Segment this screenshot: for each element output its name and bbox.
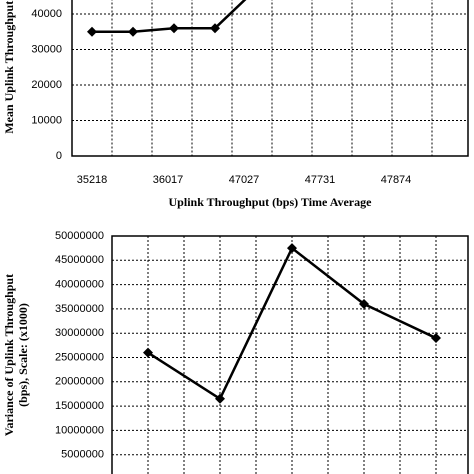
marker bbox=[287, 243, 297, 254]
marker bbox=[87, 26, 97, 37]
y-tick-label: 0 bbox=[56, 150, 62, 162]
plot-frame bbox=[71, 0, 469, 157]
x-tick-label: 47027 bbox=[229, 174, 260, 186]
marker bbox=[128, 26, 138, 37]
y-tick-label: 45000000 bbox=[55, 254, 104, 266]
marker bbox=[169, 23, 179, 34]
marker bbox=[359, 299, 369, 310]
plot-frame bbox=[111, 235, 469, 474]
y-axis-title: (bps), Scale: (x1000) bbox=[16, 303, 30, 407]
y-tick-label: 10000 bbox=[31, 114, 62, 126]
x-axis-title: Uplink Throughput (bps) Time Average bbox=[169, 195, 373, 209]
x-tick-label: 36017 bbox=[153, 174, 184, 186]
chart-top bbox=[71, 0, 469, 157]
y-tick-label: 5000000 bbox=[61, 449, 104, 461]
x-tick-label: 47874 bbox=[381, 174, 412, 186]
y-tick-label: 30000000 bbox=[55, 327, 104, 339]
y-tick-label: 40000 bbox=[31, 8, 62, 20]
x-tick-label: 35218 bbox=[77, 174, 108, 186]
y-axis-title: Variance of Uplink Throughput bbox=[2, 274, 16, 436]
marker bbox=[431, 333, 441, 344]
marker bbox=[215, 393, 225, 404]
y-tick-label: 50000000 bbox=[55, 230, 104, 242]
y-tick-label: 15000000 bbox=[55, 400, 104, 412]
x-tick-label: 47731 bbox=[305, 174, 336, 186]
y-tick-label: 30000 bbox=[31, 43, 62, 55]
y-tick-label: 10000000 bbox=[55, 424, 104, 436]
chart-bottom bbox=[111, 235, 469, 474]
y-tick-label: 25000000 bbox=[55, 351, 104, 363]
marker bbox=[143, 347, 153, 358]
top-labels: 0 10000 20000 30000 40000 35218 36017 47027 4773… bbox=[2, 1, 412, 209]
y-axis-title: Mean Uplink Throughput bbox=[2, 1, 16, 134]
bottom-labels: 5000000 10000000 15000000 20000000 25000000 3… bbox=[2, 230, 104, 461]
y-tick-label: 35000000 bbox=[55, 303, 104, 315]
y-tick-label: 40000000 bbox=[55, 279, 104, 291]
y-tick-label: 20000 bbox=[31, 79, 62, 91]
y-tick-label: 20000000 bbox=[55, 376, 104, 388]
marker bbox=[210, 23, 220, 34]
